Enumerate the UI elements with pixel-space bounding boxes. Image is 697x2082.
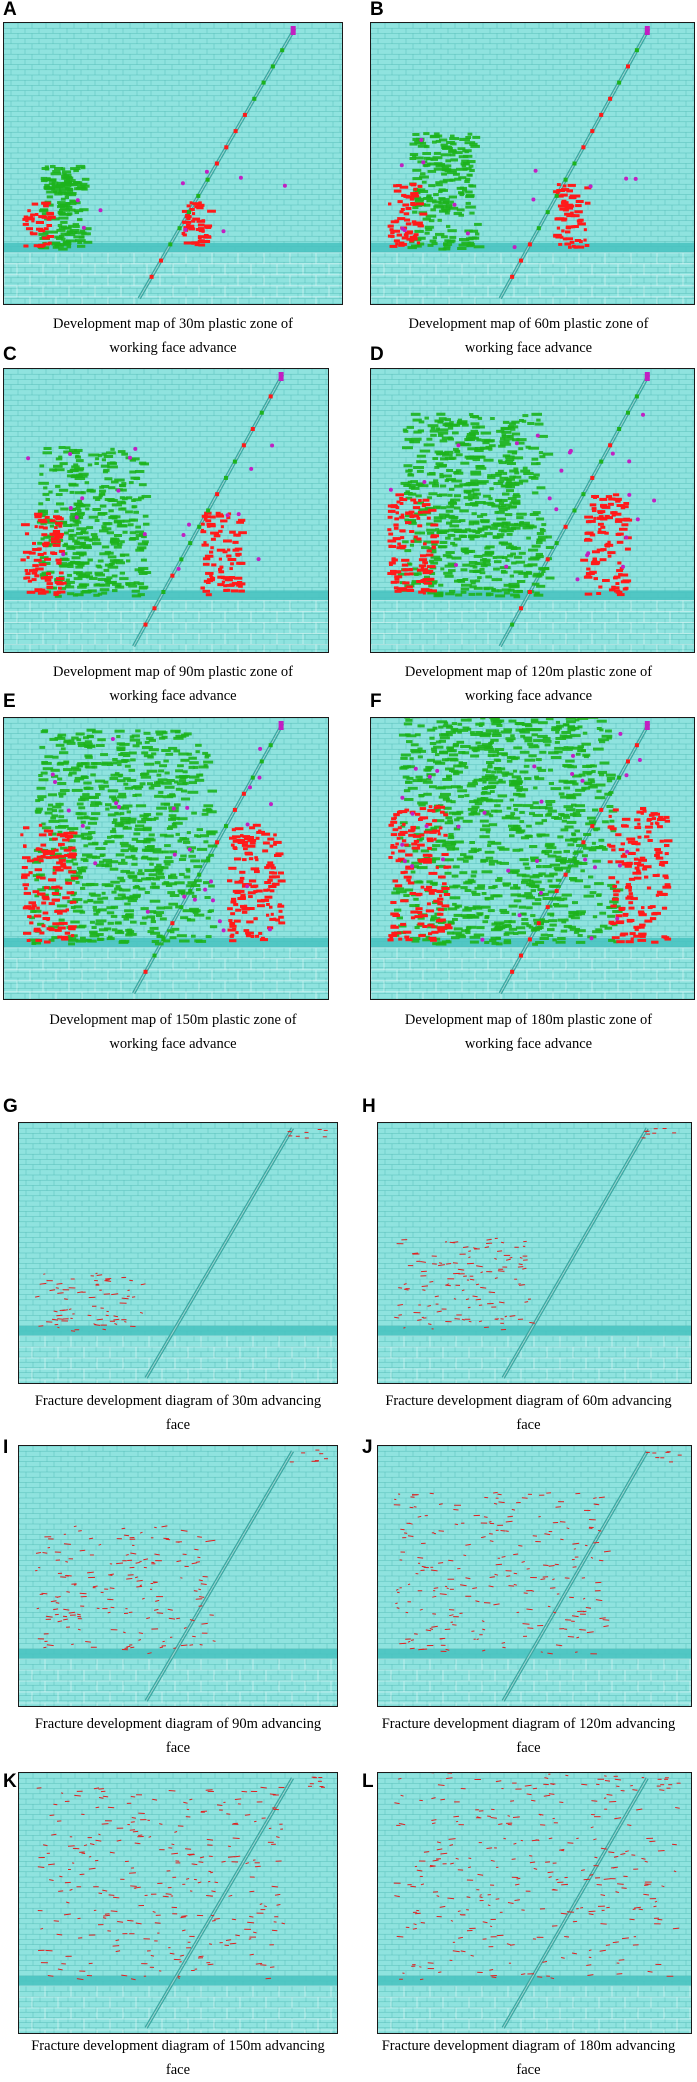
fracture-diagram-30m	[18, 1122, 338, 1384]
fracture-diagram-90m	[18, 1445, 338, 1707]
caption-j: Fracture development diagram of 120m adv…	[360, 1712, 697, 1760]
simulation-canvas	[19, 1773, 337, 2033]
simulation-canvas	[19, 1123, 337, 1383]
caption-f-line2: working face advance	[464, 1036, 593, 1052]
caption-c: Development map of 90m plastic zone of w…	[3, 660, 343, 708]
plastic-zone-map-60m	[370, 22, 695, 305]
caption-b-line2: working face advance	[464, 340, 593, 356]
simulation-canvas	[19, 1446, 337, 1706]
caption-g-line1: Fracture development diagram of 30m adva…	[34, 1393, 322, 1409]
caption-l: Fracture development diagram of 180m adv…	[360, 2034, 697, 2082]
simulation-canvas	[371, 718, 694, 999]
plastic-zone-map-30m	[3, 22, 343, 305]
caption-a-line1: Development map of 30m plastic zone of	[53, 316, 293, 332]
simulation-canvas	[378, 1446, 691, 1706]
simulation-canvas	[4, 23, 342, 304]
fracture-diagram-150m	[18, 1772, 338, 2034]
caption-g-line2: face	[165, 1417, 191, 1433]
caption-k-line2: face	[165, 2062, 191, 2078]
panel-label-e: E	[3, 691, 16, 712]
caption-e-line1: Development map of 150m plastic zone of	[49, 1012, 297, 1028]
panel-label-c: C	[3, 344, 17, 365]
caption-i: Fracture development diagram of 90m adva…	[8, 1712, 348, 1760]
caption-i-line2: face	[165, 1740, 191, 1756]
caption-l-line2: face	[516, 2062, 541, 2078]
fracture-diagram-60m	[377, 1122, 692, 1384]
panel-label-g: G	[3, 1096, 18, 1117]
caption-d: Development map of 120m plastic zone of …	[360, 660, 697, 708]
plastic-zone-map-150m	[3, 717, 329, 1000]
simulation-canvas	[378, 1773, 691, 2033]
caption-h: Fracture development diagram of 60m adva…	[360, 1389, 697, 1437]
caption-a-line2: working face advance	[109, 340, 237, 356]
caption-i-line1: Fracture development diagram of 90m adva…	[34, 1716, 322, 1732]
caption-d-line2: working face advance	[464, 688, 593, 704]
fracture-diagram-180m	[377, 1772, 692, 2034]
panel-label-a: A	[3, 0, 17, 20]
caption-a: Development map of 30m plastic zone of w…	[3, 312, 343, 360]
caption-f-line1: Development map of 180m plastic zone of	[404, 1012, 653, 1028]
simulation-canvas	[378, 1123, 691, 1383]
panel-label-d: D	[370, 344, 384, 365]
plastic-zone-map-180m	[370, 717, 695, 1000]
caption-b-line1: Development map of 60m plastic zone of	[408, 316, 649, 332]
panel-label-k: K	[3, 1771, 17, 1792]
caption-f: Development map of 180m plastic zone of …	[360, 1008, 697, 1056]
panel-label-h: H	[362, 1096, 376, 1117]
panel-label-j: J	[362, 1437, 373, 1458]
caption-h-line1: Fracture development diagram of 60m adva…	[385, 1393, 672, 1409]
simulation-canvas	[4, 369, 328, 652]
caption-e-line2: working face advance	[109, 1036, 237, 1052]
caption-c-line2: working face advance	[109, 688, 237, 704]
caption-e: Development map of 150m plastic zone of …	[3, 1008, 343, 1056]
caption-g: Fracture development diagram of 30m adva…	[8, 1389, 348, 1437]
fracture-diagram-120m	[377, 1445, 692, 1707]
panel-label-l: L	[362, 1771, 374, 1792]
panel-label-b: B	[370, 0, 384, 20]
plastic-zone-map-120m	[370, 368, 695, 653]
simulation-canvas	[371, 23, 694, 304]
panel-label-f: F	[370, 691, 382, 712]
caption-l-line1: Fracture development diagram of 180m adv…	[381, 2038, 676, 2054]
caption-h-line2: face	[516, 1417, 541, 1433]
simulation-canvas	[4, 718, 328, 999]
caption-k: Fracture development diagram of 150m adv…	[8, 2034, 348, 2082]
caption-j-line2: face	[516, 1740, 541, 1756]
plastic-zone-map-90m	[3, 368, 329, 653]
caption-d-line1: Development map of 120m plastic zone of	[404, 664, 653, 680]
caption-j-line1: Fracture development diagram of 120m adv…	[381, 1716, 676, 1732]
simulation-canvas	[371, 369, 694, 652]
caption-k-line1: Fracture development diagram of 150m adv…	[31, 2038, 325, 2054]
caption-b: Development map of 60m plastic zone of w…	[360, 312, 697, 360]
caption-c-line1: Development map of 90m plastic zone of	[53, 664, 293, 680]
panel-label-i: I	[3, 1437, 9, 1458]
